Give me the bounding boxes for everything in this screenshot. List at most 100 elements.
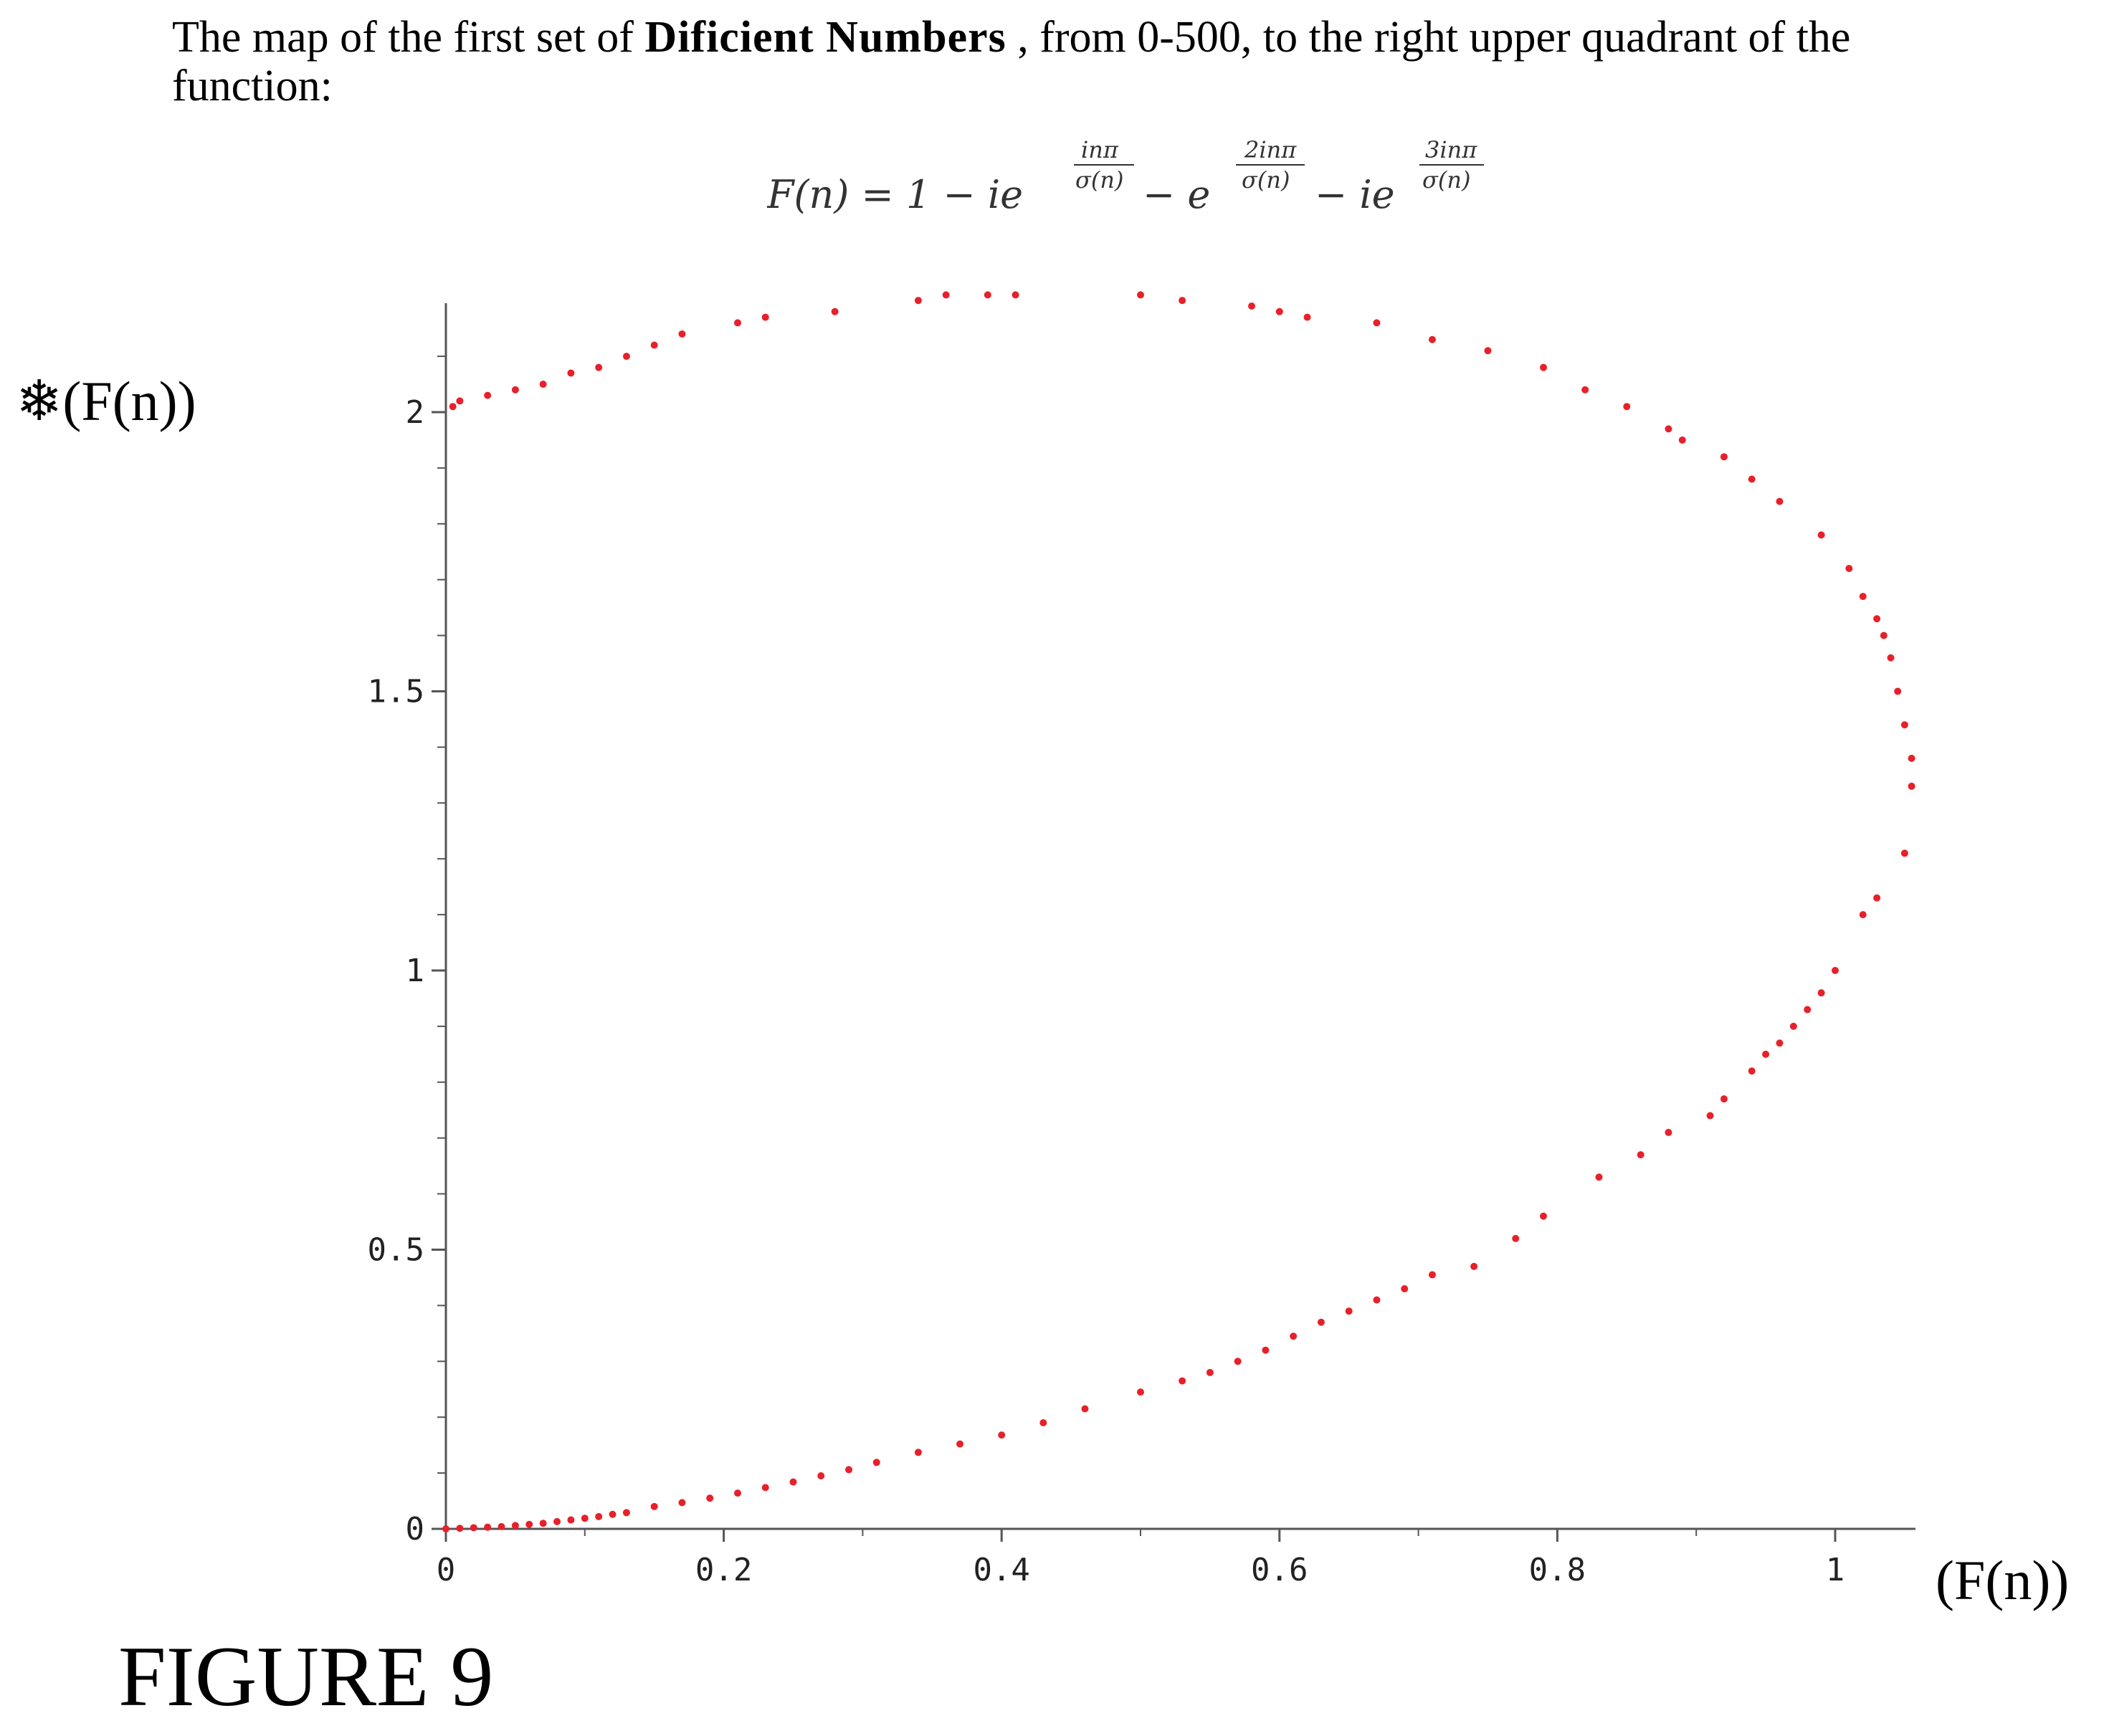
data-point xyxy=(1470,1262,1478,1270)
data-point xyxy=(1428,1271,1436,1279)
points-group xyxy=(442,291,1915,1532)
data-point xyxy=(1720,1095,1728,1103)
data-point xyxy=(942,291,950,299)
data-point xyxy=(1137,291,1144,299)
data-point xyxy=(1720,453,1728,461)
data-point xyxy=(1637,1151,1644,1159)
data-point xyxy=(817,1472,825,1479)
data-point xyxy=(1275,307,1283,315)
data-point xyxy=(1665,425,1672,433)
data-point xyxy=(1248,302,1256,310)
data-point xyxy=(1776,497,1784,505)
y-tick-label: 0.5 xyxy=(368,1232,424,1269)
data-point xyxy=(567,1516,575,1524)
formula: F(n) = 1 − ie inπ σ(n) − e 2inπ σ(n) − i… xyxy=(767,136,1484,217)
data-point xyxy=(1748,475,1756,483)
data-point xyxy=(498,1522,505,1530)
data-point xyxy=(456,1525,464,1532)
data-point xyxy=(650,341,658,349)
data-point xyxy=(609,1510,617,1518)
data-point xyxy=(1762,1050,1770,1058)
data-point xyxy=(761,1484,769,1492)
data-point xyxy=(1894,687,1902,695)
data-point xyxy=(1817,989,1825,997)
data-point xyxy=(1817,531,1825,539)
formula-exp1-num: inπ xyxy=(1081,136,1119,163)
intro-bold: Dificient Numbers xyxy=(644,13,1006,62)
formula-exp1-den: σ(n) xyxy=(1075,166,1123,194)
x-tick-label: 0.6 xyxy=(1251,1552,1308,1588)
data-point xyxy=(1678,436,1686,444)
formula-exp3-num: 3inπ xyxy=(1425,136,1477,163)
data-point xyxy=(914,1449,922,1456)
formula-exp2-num: 2inπ xyxy=(1244,136,1297,163)
data-point xyxy=(984,291,991,299)
data-point xyxy=(1179,1377,1186,1385)
data-point xyxy=(1081,1405,1089,1413)
data-point xyxy=(1345,1307,1353,1315)
data-point xyxy=(1623,403,1631,411)
data-point xyxy=(678,330,686,338)
x-tick-label: 0.4 xyxy=(973,1552,1029,1588)
data-point xyxy=(678,1499,686,1507)
x-tick-label: 0.2 xyxy=(695,1552,752,1588)
data-point xyxy=(449,403,457,411)
formula-lhs: F(n) = 1 − ie xyxy=(767,172,1023,217)
axes-group: 0 0.5 1 1.5 2 0 0.2 0.4 0.6 0.8 1 xyxy=(368,303,1915,1588)
data-point xyxy=(1665,1128,1672,1136)
data-point xyxy=(595,363,603,371)
figure-label: FIGURE 9 xyxy=(118,1628,494,1724)
y-tick-label: 1.5 xyxy=(368,674,424,710)
data-point xyxy=(1880,631,1888,639)
data-point xyxy=(1776,1039,1784,1047)
data-point xyxy=(484,1523,492,1531)
intro-after: , from 0-500, to the right upper quadran… xyxy=(172,13,1851,111)
x-tick-label: 0 xyxy=(437,1552,456,1588)
data-point xyxy=(1290,1332,1298,1340)
data-point xyxy=(1900,849,1908,857)
data-point xyxy=(1373,1296,1381,1304)
data-point xyxy=(525,1520,533,1528)
data-point xyxy=(650,1502,658,1510)
data-point xyxy=(595,1512,603,1520)
data-point xyxy=(831,307,839,315)
data-point xyxy=(622,1509,630,1517)
data-point xyxy=(1859,593,1867,601)
data-point xyxy=(998,1431,1006,1439)
data-point xyxy=(442,1525,449,1532)
data-point xyxy=(1540,1212,1548,1220)
data-point xyxy=(456,397,464,405)
x-axis-label: (F(n)) xyxy=(1936,1549,2070,1611)
data-point xyxy=(1873,615,1881,623)
data-point xyxy=(1845,565,1853,573)
data-point xyxy=(1581,386,1589,394)
data-point xyxy=(1748,1067,1756,1075)
data-point xyxy=(1179,297,1186,305)
data-point xyxy=(1900,721,1908,729)
data-point xyxy=(956,1440,964,1448)
data-point xyxy=(1484,347,1492,355)
data-point xyxy=(1908,782,1915,790)
data-point xyxy=(733,1489,741,1497)
data-point xyxy=(1540,363,1548,371)
y-tick-label: 1 xyxy=(406,953,425,989)
data-point xyxy=(1887,654,1895,662)
data-point xyxy=(539,1520,547,1527)
data-point xyxy=(470,1524,477,1532)
data-point xyxy=(1137,1388,1144,1396)
data-point xyxy=(706,1494,714,1502)
data-point xyxy=(845,1466,853,1474)
data-point xyxy=(581,1515,589,1522)
data-point xyxy=(914,297,922,305)
data-point xyxy=(1011,291,1019,299)
data-point xyxy=(1262,1346,1270,1354)
data-point xyxy=(872,1459,880,1466)
y-axis-label: ❄(F(n)) xyxy=(16,370,196,432)
data-point xyxy=(1039,1418,1047,1426)
data-point xyxy=(1859,911,1867,919)
formula-exp2-den: σ(n) xyxy=(1242,166,1290,194)
data-point xyxy=(1706,1112,1714,1120)
data-point xyxy=(539,381,547,388)
data-point xyxy=(1428,335,1436,343)
